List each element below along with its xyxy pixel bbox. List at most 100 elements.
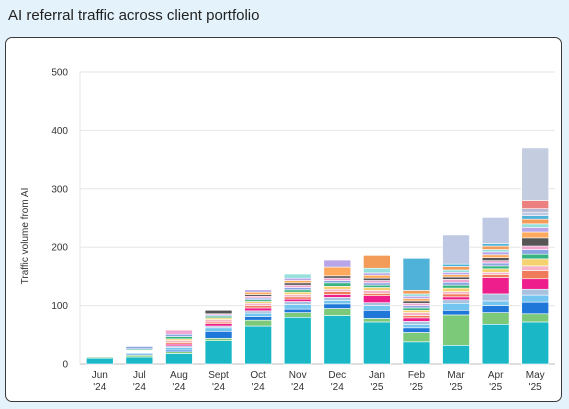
- bar-segment: [521, 237, 549, 247]
- y-tick-label: 200: [51, 243, 68, 254]
- bar-segment: [165, 353, 193, 365]
- bar-segment: [402, 305, 431, 309]
- bar-segment: [481, 300, 510, 306]
- bar-segment: [521, 258, 549, 267]
- bar-segment: [363, 272, 391, 276]
- bar-segment: [521, 270, 549, 280]
- x-tick-year: '25: [489, 382, 502, 393]
- x-axis-ticks: Jun'24Jul'24Aug'24Sept'24Oct'24Nov'24Dec…: [92, 370, 545, 393]
- y-axis-ticks: 0 100 200 300 400 500: [51, 68, 68, 371]
- bar-segment: [402, 298, 431, 302]
- bar-segment: [244, 289, 272, 293]
- grid-lines: [79, 71, 555, 365]
- bar-segment: [521, 200, 549, 209]
- bar-segment: [402, 309, 431, 313]
- bar-segment: [363, 302, 391, 306]
- bar-segment: [204, 319, 233, 323]
- y-tick-label: 500: [51, 68, 68, 79]
- bar-segment: [481, 243, 510, 247]
- x-tick-year: '25: [450, 382, 463, 393]
- bar-segment: [363, 321, 391, 365]
- bar-segment: [402, 341, 431, 365]
- bar-segment: [204, 323, 233, 327]
- bar-segment: [442, 296, 470, 301]
- bar-segment: [521, 147, 549, 201]
- bar-segment: [283, 287, 312, 291]
- bar-segment: [442, 291, 470, 295]
- bar-segment: [323, 288, 352, 292]
- bar-segment: [442, 314, 470, 346]
- bar-segment: [521, 245, 549, 250]
- bar-segment: [402, 317, 431, 322]
- bar-segment: [481, 268, 510, 273]
- bar-segment: [323, 303, 352, 309]
- bar-segment: [442, 281, 470, 286]
- bar-segment: [283, 291, 312, 295]
- bar-stack: [402, 257, 431, 365]
- bar-segment: [402, 307, 431, 311]
- x-tick-year: '25: [529, 382, 542, 393]
- bar-segment: [521, 301, 549, 315]
- y-tick-label: 100: [51, 301, 68, 312]
- bar-segment: [204, 340, 233, 365]
- bar-segment: [521, 321, 549, 365]
- x-tick-year: '25: [410, 382, 423, 393]
- bar-segment: [244, 305, 272, 309]
- bar-segment: [521, 294, 549, 303]
- x-tick-month: Aug: [170, 370, 188, 381]
- y-tick-label: 0: [62, 360, 68, 371]
- bar-segment: [363, 293, 391, 296]
- bar-segment: [323, 259, 352, 268]
- bar-segment: [521, 208, 549, 213]
- bar-segment: [402, 332, 431, 343]
- bar-segment: [402, 302, 431, 306]
- bar-stack: [86, 353, 114, 365]
- bar-segment: [363, 318, 391, 323]
- bar-segment: [521, 227, 549, 233]
- bar-segment: [363, 309, 391, 319]
- bar-segment: [323, 291, 352, 295]
- bar-segment: [402, 293, 431, 297]
- bar-segment: [363, 287, 391, 291]
- bar-segment: [442, 287, 470, 292]
- bar-segment: [363, 284, 391, 288]
- bar-segment: [283, 296, 312, 300]
- x-tick-month: Oct: [250, 370, 266, 381]
- bar-segment: [442, 274, 470, 278]
- bar-segment: [165, 333, 193, 337]
- bar-segment: [363, 282, 391, 286]
- bar-segment: [481, 312, 510, 325]
- bar-segment: [125, 346, 154, 350]
- bar-segment: [165, 347, 193, 351]
- bar-stack: [204, 309, 233, 365]
- bar-segment: [244, 325, 272, 365]
- bar-segment: [521, 231, 549, 239]
- bar-segment: [402, 327, 431, 333]
- bar-segment: [442, 299, 470, 304]
- bar-segment: [442, 276, 470, 280]
- bar-segment: [363, 280, 391, 284]
- bar-stack: [442, 234, 470, 365]
- x-tick-year: '25: [370, 382, 383, 393]
- x-tick-month: Sept: [208, 370, 229, 381]
- bar-segment: [363, 277, 391, 281]
- bar-segment: [323, 280, 352, 284]
- x-tick-month: Dec: [328, 370, 346, 381]
- bar-segment: [363, 255, 391, 269]
- bar-segment: [481, 274, 510, 278]
- bar-segment: [283, 282, 312, 286]
- bar-segment: [481, 305, 510, 313]
- bar-segment: [402, 295, 431, 299]
- bar-stack: [323, 259, 352, 365]
- bar-segment: [244, 291, 272, 295]
- bar-segment: [402, 321, 431, 325]
- x-tick-month: Jun: [92, 370, 108, 381]
- bars: [86, 147, 549, 365]
- bar-segment: [204, 338, 233, 341]
- bar-segment: [204, 309, 233, 315]
- bar-segment: [323, 266, 352, 277]
- bar-segment: [402, 315, 431, 319]
- bar-segment: [442, 272, 470, 275]
- bar-segment: [521, 215, 549, 220]
- bar-segment: [481, 323, 510, 365]
